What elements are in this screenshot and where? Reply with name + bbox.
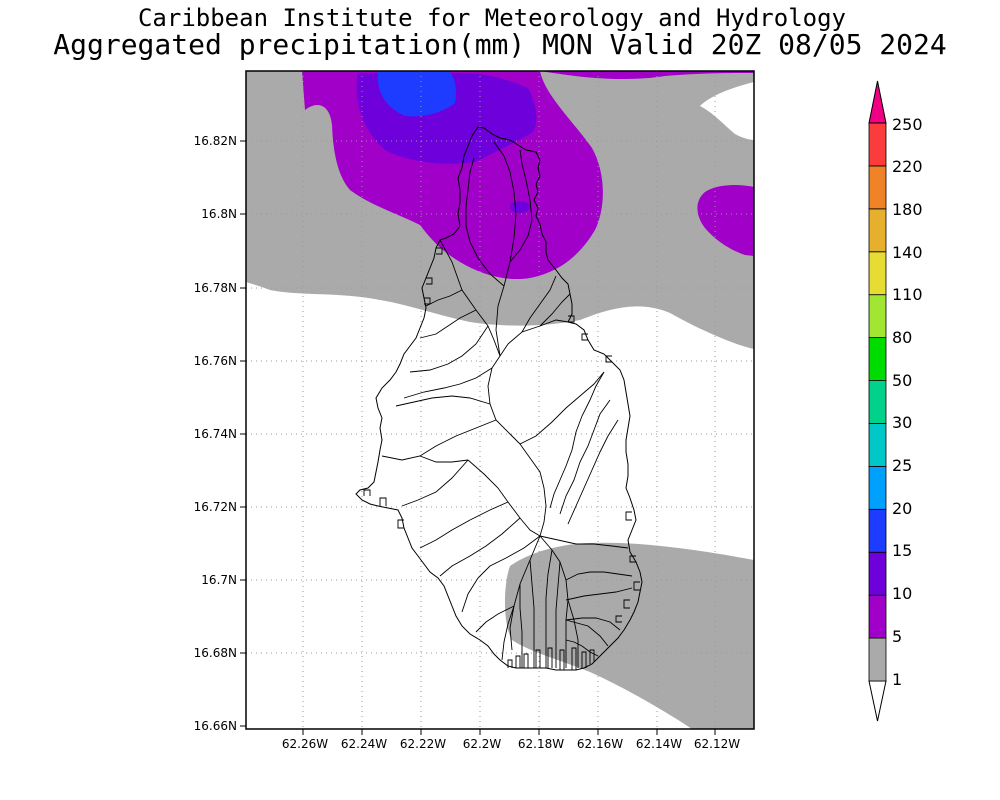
legend-bin: [868, 680, 887, 722]
latitude-labels: 16.82N 16.8N 16.78N 16.76N 16.74N 16.72N…: [194, 134, 237, 733]
lon-label: 62.24W: [341, 737, 387, 751]
legend-bin: [868, 637, 887, 682]
legend-level-label: 25: [892, 456, 912, 475]
legend-color-bins: [868, 80, 887, 722]
legend-bin: [868, 80, 887, 124]
precip-area-5-10mm-east: [697, 184, 754, 256]
legend-level-label: 15: [892, 541, 912, 560]
legend-level-label: 80: [892, 328, 912, 347]
lat-label: 16.78N: [194, 281, 237, 295]
lat-label: 16.72N: [194, 500, 237, 514]
legend-bin: [868, 337, 887, 381]
legend-bin: [868, 122, 887, 167]
legend-bin: [868, 465, 887, 510]
lat-label: 16.68N: [194, 646, 237, 660]
lon-label: 62.16W: [577, 737, 623, 751]
lon-label: 62.26W: [282, 737, 328, 751]
legend-bin: [868, 594, 887, 639]
legend-bin: [868, 165, 887, 210]
lon-label: 62.2W: [463, 737, 502, 751]
legend-level-labels: 1 5 10 15 20 25 30 50 80 110 140 180 220…: [892, 115, 923, 689]
map-subtitle: Aggregated precipitation(mm) MON Valid 2…: [53, 28, 947, 61]
legend-bin: [868, 551, 887, 596]
map-title: Caribbean Institute for Meteorology and …: [137, 4, 846, 32]
longitude-labels: 62.26W 62.24W 62.22W 62.2W 62.18W 62.16W…: [282, 737, 740, 751]
legend-level-label: 50: [892, 371, 912, 390]
legend-bin: [868, 208, 887, 253]
legend-level-label: 20: [892, 499, 912, 518]
lon-label: 62.22W: [400, 737, 446, 751]
legend-bin: [868, 423, 887, 467]
legend-level-label: 140: [892, 243, 923, 262]
precip-area-10-15mm-speck-2: [472, 130, 488, 140]
legend-bin: [868, 251, 887, 296]
lat-label: 16.8N: [201, 207, 237, 221]
lon-label: 62.12W: [694, 737, 740, 751]
watershed-boundaries: [381, 141, 633, 668]
legend-level-label: 250: [892, 115, 923, 134]
legend-bin: [868, 294, 887, 339]
legend-level-label: 5: [892, 627, 902, 646]
lon-label: 62.14W: [636, 737, 682, 751]
lat-label: 16.82N: [194, 134, 237, 148]
coastal-stream-mouths: [363, 247, 640, 670]
legend-level-label: 1: [892, 670, 902, 689]
lat-label: 16.66N: [194, 719, 237, 733]
legend-level-label: 30: [892, 413, 912, 432]
precip-area-15-20mm: [377, 72, 456, 117]
legend-bin: [868, 508, 887, 553]
lat-label: 16.74N: [194, 427, 237, 441]
legend-level-label: 110: [892, 285, 923, 304]
legend-level-label: 220: [892, 157, 923, 176]
legend-level-label: 10: [892, 584, 912, 603]
lon-label: 62.18W: [518, 737, 564, 751]
lat-label: 16.76N: [194, 354, 237, 368]
lat-label: 16.7N: [201, 573, 237, 587]
map-frame: [245, 70, 755, 730]
axis-ticks: [240, 140, 716, 735]
legend-level-label: 180: [892, 200, 923, 219]
island-outline: [355, 126, 643, 671]
legend-bin: [868, 380, 887, 424]
